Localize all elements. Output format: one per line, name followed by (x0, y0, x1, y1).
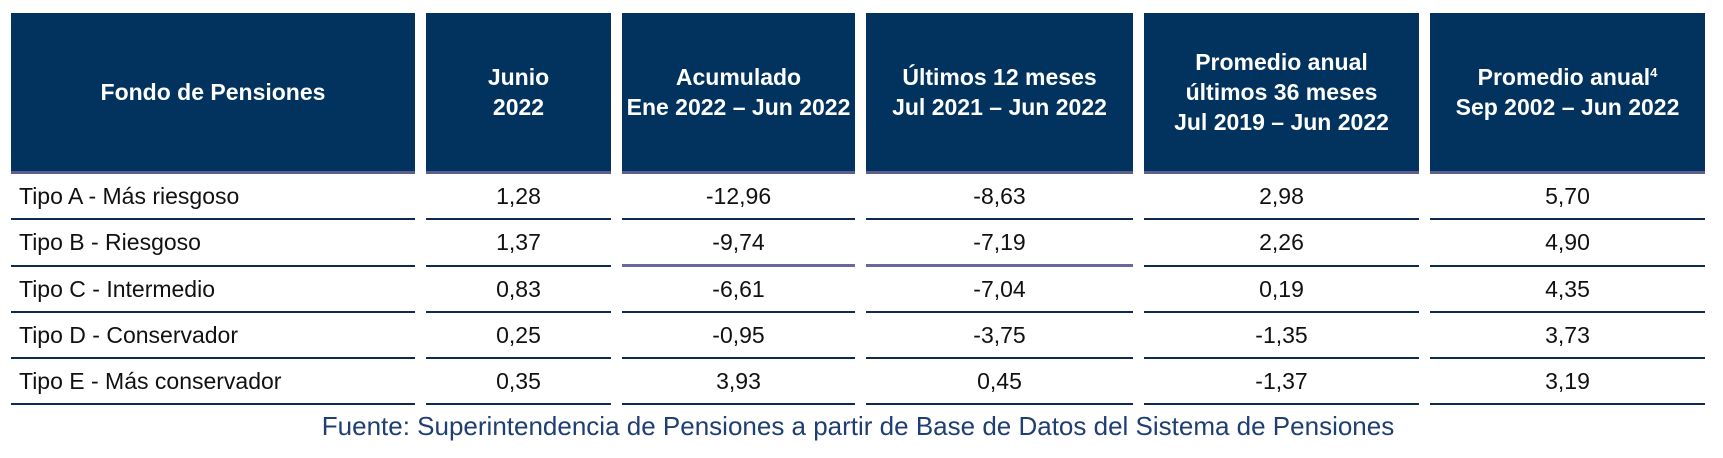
header-text: Ene 2022 – Jun 2022 (626, 94, 851, 120)
value-cell: 1,28 (426, 174, 611, 220)
value-cell: 2,98 (1144, 174, 1419, 220)
value-cell: 0,35 (426, 359, 611, 405)
table-row: Tipo B - Riesgoso 1,37 -9,74 -7,19 2,26 4,90 (11, 220, 1705, 267)
value-cell: -6,61 (622, 267, 855, 313)
header-promedio-36: Promedio anual últimos 36 meses Jul 2019 –… (1144, 13, 1419, 174)
value-cell: 1,37 (426, 220, 611, 267)
fund-name-cell: Tipo D - Conservador (11, 313, 415, 359)
value-cell: -1,37 (1144, 359, 1419, 405)
table-row: Tipo E - Más conservador 0,35 3,93 0,45 -1,3… (11, 359, 1705, 405)
value-cell: 4,90 (1430, 220, 1705, 267)
value-cell: 0,25 (426, 313, 611, 359)
value-cell: 3,93 (622, 359, 855, 405)
value-cell: -7,04 (866, 267, 1133, 313)
header-text: Fondo de Pensiones (100, 79, 326, 105)
header-text: Promedio anual (1195, 49, 1368, 75)
returns-table-container: Fondo de Pensiones Junio 2022 Acumulado En… (0, 13, 1716, 405)
source-note: Fuente: Superintendencia de Pensiones a … (321, 411, 1395, 441)
value-cell: 4,35 (1430, 267, 1705, 313)
table-row: Tipo A - Más riesgoso 1,28 -12,96 -8,63 2,98… (11, 174, 1705, 220)
header-text: Junio (487, 64, 550, 90)
pension-fund-returns-table: Fondo de Pensiones Junio 2022 Acumulado En… (0, 13, 1716, 405)
footnote-marker: 4 (1650, 65, 1658, 80)
header-fondo: Fondo de Pensiones (11, 13, 415, 174)
header-text: Últimos 12 meses (902, 64, 1097, 90)
value-cell: 0,83 (426, 267, 611, 313)
header-text: Acumulado (675, 64, 802, 90)
header-acumulado: Acumulado Ene 2022 – Jun 2022 (622, 13, 855, 174)
table-row: Tipo C - Intermedio 0,83 -6,61 -7,04 0,19 4,3… (11, 267, 1705, 313)
header-row: Fondo de Pensiones Junio 2022 Acumulado En… (11, 13, 1705, 174)
value-cell: -1,35 (1144, 313, 1419, 359)
value-cell: -0,95 (622, 313, 855, 359)
value-cell: -12,96 (622, 174, 855, 220)
value-cell: 5,70 (1430, 174, 1705, 220)
value-cell: -3,75 (866, 313, 1133, 359)
value-cell: 0,45 (866, 359, 1133, 405)
value-cell: -9,74 (622, 220, 855, 267)
table-row: Tipo D - Conservador 0,25 -0,95 -3,75 -1,35 3… (11, 313, 1705, 359)
header-text: Sep 2002 – Jun 2022 (1455, 94, 1680, 120)
value-cell: 3,19 (1430, 359, 1705, 405)
header-junio: Junio 2022 (426, 13, 611, 174)
value-cell: -7,19 (866, 220, 1133, 267)
value-cell: -8,63 (866, 174, 1133, 220)
fund-name-cell: Tipo A - Más riesgoso (11, 174, 415, 220)
value-cell: 3,73 (1430, 313, 1705, 359)
header-text: Jul 2021 – Jun 2022 (892, 94, 1107, 120)
fund-name-cell: Tipo E - Más conservador (11, 359, 415, 405)
header-text: 2022 (492, 94, 545, 120)
header-ultimos-12: Últimos 12 meses Jul 2021 – Jun 2022 (866, 13, 1133, 174)
header-promedio-anual: Promedio anual4 Sep 2002 – Jun 2022 (1430, 13, 1705, 174)
header-text: últimos 36 meses (1185, 79, 1378, 105)
value-cell: 0,19 (1144, 267, 1419, 313)
fund-name-cell: Tipo B - Riesgoso (11, 220, 415, 267)
header-text: Jul 2019 – Jun 2022 (1174, 109, 1389, 135)
header-text: Promedio anual (1477, 64, 1651, 90)
fund-name-cell: Tipo C - Intermedio (11, 267, 415, 313)
value-cell: 2,26 (1144, 220, 1419, 267)
